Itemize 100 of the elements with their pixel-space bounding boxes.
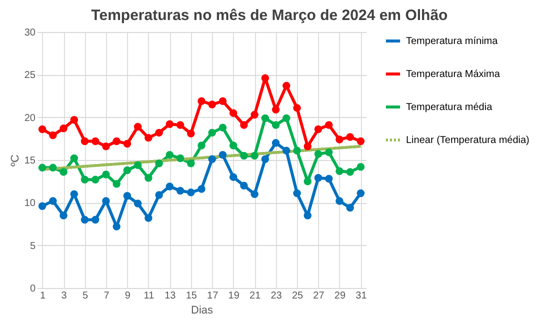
point [314, 150, 322, 158]
x-axis-title: Dias [190, 304, 214, 316]
point [144, 174, 152, 182]
point [208, 155, 216, 164]
x-tick-label: 7 [104, 290, 110, 302]
point [166, 151, 174, 159]
point [155, 128, 163, 137]
y-tick-label: 15 [24, 156, 36, 166]
point [356, 189, 365, 198]
point [102, 142, 110, 150]
point [282, 114, 290, 122]
point [49, 197, 57, 205]
point [229, 109, 238, 117]
point [38, 164, 46, 172]
point [314, 125, 322, 134]
legend-label: Temperatura mínima [406, 36, 498, 47]
point [187, 188, 195, 196]
point [187, 130, 195, 138]
point [240, 121, 248, 129]
x-tick-label: 9 [124, 290, 131, 302]
x-tick-label: 19 [228, 290, 240, 302]
point [144, 134, 152, 142]
x-tick-label: 1 [40, 290, 46, 302]
point [187, 160, 195, 168]
y-tick-label: 30 [24, 28, 36, 38]
point [155, 191, 163, 199]
point [176, 186, 184, 195]
point [70, 190, 78, 198]
point [240, 182, 248, 190]
point [336, 167, 344, 175]
point [272, 121, 280, 129]
point [198, 185, 206, 193]
y-axis-title: ºC [9, 154, 22, 166]
point [218, 151, 227, 159]
point [229, 173, 238, 181]
point [304, 212, 312, 220]
point [250, 152, 258, 160]
point [80, 216, 89, 224]
point [198, 142, 206, 150]
point [38, 202, 46, 210]
point [346, 204, 354, 212]
point [346, 168, 354, 176]
point [293, 146, 301, 154]
point [346, 133, 354, 141]
x-tick-label: 11 [144, 290, 155, 302]
point [155, 160, 163, 168]
point [92, 137, 100, 146]
point [60, 124, 68, 132]
point [176, 121, 184, 129]
point [123, 166, 132, 174]
point [261, 74, 270, 82]
point [102, 197, 110, 205]
point [356, 137, 365, 146]
x-tick-label: 13 [164, 290, 176, 302]
x-tick-label: 3 [61, 290, 68, 302]
point [208, 100, 216, 108]
point [218, 124, 227, 132]
x-tick-label: 5 [82, 290, 88, 302]
point [324, 148, 333, 156]
point [80, 176, 89, 184]
y-tick-label: 0 [30, 284, 36, 294]
point [314, 174, 322, 182]
point [38, 125, 46, 134]
y-tick-label: 10 [24, 198, 36, 210]
point [198, 97, 206, 105]
point [112, 180, 120, 188]
x-tick-label: 23 [270, 290, 282, 302]
point [80, 137, 89, 146]
point [166, 120, 174, 128]
point [250, 110, 258, 119]
point [144, 214, 152, 222]
point [250, 190, 258, 198]
point [123, 140, 132, 148]
point [304, 142, 312, 150]
x-tick-label: 27 [313, 290, 325, 302]
point [240, 152, 248, 160]
point [123, 192, 132, 200]
point [112, 222, 120, 230]
x-tick-label: 25 [292, 290, 304, 302]
legend-label: Linear (Temperatura média) [406, 135, 530, 146]
point [70, 154, 78, 162]
point [293, 104, 301, 112]
point [102, 170, 110, 178]
point [134, 161, 142, 169]
x-tick-label: 17 [207, 290, 219, 302]
point [49, 164, 57, 172]
point [134, 122, 142, 131]
point [336, 197, 344, 205]
legend-label: Temperatura Máxima [406, 69, 500, 80]
point [272, 139, 280, 147]
point [176, 154, 184, 162]
legend-label: Temperatura média [406, 102, 493, 113]
point [261, 114, 270, 122]
point [208, 128, 216, 137]
point [134, 200, 142, 208]
point [229, 142, 238, 150]
point [166, 182, 174, 190]
point [282, 146, 290, 154]
x-tick-label: 31 [356, 290, 368, 302]
point [60, 168, 68, 176]
